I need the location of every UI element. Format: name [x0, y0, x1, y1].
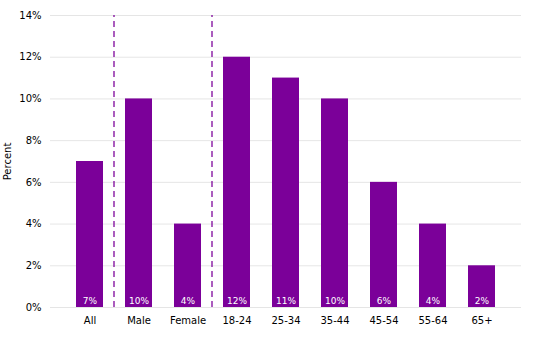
- svg-text:12%: 12%: [227, 296, 247, 306]
- svg-text:25-34: 25-34: [271, 315, 300, 326]
- svg-text:Male: Male: [127, 315, 151, 326]
- svg-text:6%: 6%: [26, 177, 42, 188]
- svg-text:18-24: 18-24: [222, 315, 251, 326]
- svg-text:35-44: 35-44: [320, 315, 349, 326]
- svg-text:Percent: Percent: [2, 143, 13, 181]
- svg-text:4%: 4%: [426, 296, 441, 306]
- svg-text:4%: 4%: [26, 218, 42, 229]
- svg-text:4%: 4%: [181, 296, 196, 306]
- svg-text:14%: 14%: [19, 10, 41, 21]
- svg-text:55-64: 55-64: [418, 315, 447, 326]
- svg-text:45-54: 45-54: [369, 315, 398, 326]
- svg-text:2%: 2%: [26, 260, 42, 271]
- svg-text:0%: 0%: [26, 302, 42, 313]
- svg-text:11%: 11%: [276, 296, 296, 306]
- svg-text:10%: 10%: [325, 296, 345, 306]
- svg-text:10%: 10%: [19, 93, 41, 104]
- svg-text:Female: Female: [170, 315, 206, 326]
- svg-text:10%: 10%: [129, 296, 149, 306]
- svg-text:12%: 12%: [19, 51, 41, 62]
- svg-text:2%: 2%: [475, 296, 490, 306]
- svg-text:6%: 6%: [377, 296, 392, 306]
- svg-text:65+: 65+: [471, 315, 492, 326]
- svg-text:All: All: [84, 315, 96, 326]
- svg-text:7%: 7%: [83, 296, 98, 306]
- svg-text:8%: 8%: [26, 135, 42, 146]
